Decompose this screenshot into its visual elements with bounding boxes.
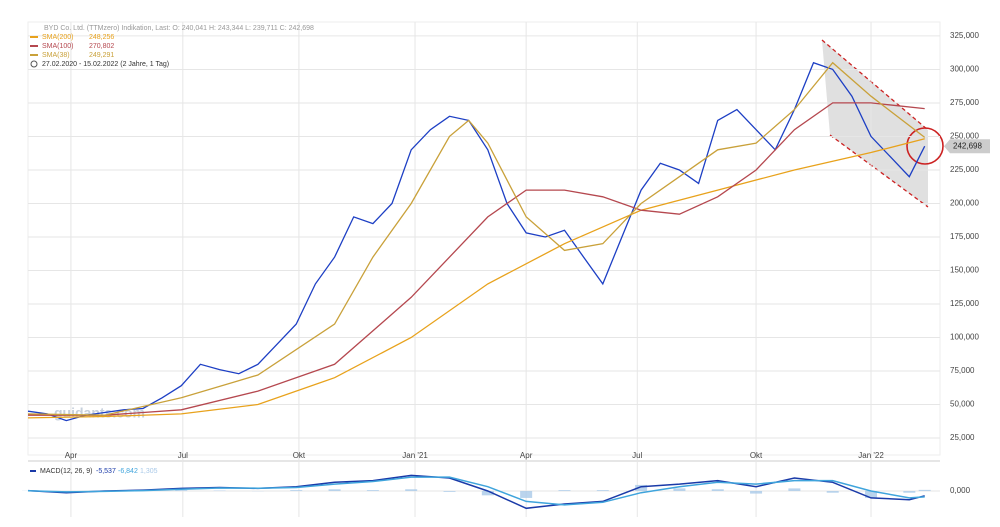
legend-value: 1,305 (140, 468, 158, 475)
series-line (27, 138, 925, 419)
histogram-bar (673, 488, 686, 491)
channel-area (822, 40, 928, 207)
clock-icon (30, 60, 38, 68)
chart-title: BYD Co. Ltd. (TTMzero) Indikation, Last:… (44, 25, 314, 32)
channel-line (829, 134, 929, 208)
histogram-bar (443, 491, 456, 492)
x-tick-label: Apr (65, 451, 78, 460)
histogram-bar (903, 491, 916, 493)
legend-value: 249,291 (89, 52, 114, 59)
histogram-bar (918, 489, 931, 491)
legend-value: 248,256 (89, 34, 114, 41)
histogram-bar (558, 490, 571, 491)
histogram-bar (366, 490, 379, 491)
histogram-bar (826, 491, 839, 493)
x-tick-label: Jul (632, 451, 642, 460)
histogram-bar (750, 491, 763, 494)
y-tick-label: 175,000 (950, 232, 979, 241)
histogram-bar (596, 490, 609, 491)
plot-frame (27, 21, 941, 456)
y-tick-label: 275,000 (950, 98, 979, 107)
histogram-bar (175, 490, 188, 491)
histogram-bar (481, 491, 494, 496)
y-tick-label: 325,000 (950, 31, 979, 40)
histogram-bar (290, 490, 303, 491)
y-tick-label: 200,000 (950, 199, 979, 208)
legend-label: SMA(38) (42, 52, 70, 59)
y-tick-label: 100,000 (950, 333, 979, 342)
series-line (27, 61, 926, 416)
panel-title: MACD(12, 26, 9) (40, 468, 93, 475)
x-tick-label: Apr (520, 451, 533, 460)
highlight-circle (906, 127, 944, 165)
series-line (28, 102, 925, 416)
y-tick-label: 75,000 (950, 366, 975, 375)
series-line (27, 61, 926, 422)
histogram-bar (865, 491, 878, 498)
x-tick-label: Jan '22 (858, 451, 884, 460)
histogram-bar (328, 489, 341, 491)
histogram-bar (405, 489, 418, 491)
date-range: 27.02.2020 - 15.02.2022 (2 Jahre, 1 Tag) (42, 61, 169, 68)
y-tick-label: 150,000 (950, 266, 979, 275)
legend-value: 270,802 (89, 43, 114, 50)
histogram-bar (711, 489, 724, 491)
series-line (27, 474, 925, 510)
x-tick-label: Jan '21 (402, 451, 428, 460)
x-tick-label: Jul (178, 451, 188, 460)
y-tick-label: 250,000 (950, 132, 979, 141)
histogram-bar (635, 484, 648, 491)
x-tick-label: Okt (293, 451, 306, 460)
series-line (27, 476, 925, 506)
legend-label: SMA(100) (42, 43, 74, 50)
x-tick-label: Okt (750, 451, 763, 460)
channel-line (821, 39, 929, 131)
y-tick-label: 0,000 (950, 486, 971, 495)
y-tick-label: 125,000 (950, 299, 979, 308)
histogram-bar (788, 488, 801, 491)
y-tick-label: 50,000 (950, 400, 975, 409)
legend-value: -5,537 (96, 468, 116, 475)
legend-value: -6,842 (118, 468, 138, 475)
y-tick-label: 225,000 (950, 165, 979, 174)
y-tick-label: 300,000 (950, 65, 979, 74)
last-price-label: 242,698 (953, 141, 982, 150)
legend-label: SMA(200) (42, 34, 74, 41)
histogram-bar (520, 491, 533, 498)
last-price-box (944, 139, 990, 154)
y-tick-label: 25,000 (950, 433, 975, 442)
